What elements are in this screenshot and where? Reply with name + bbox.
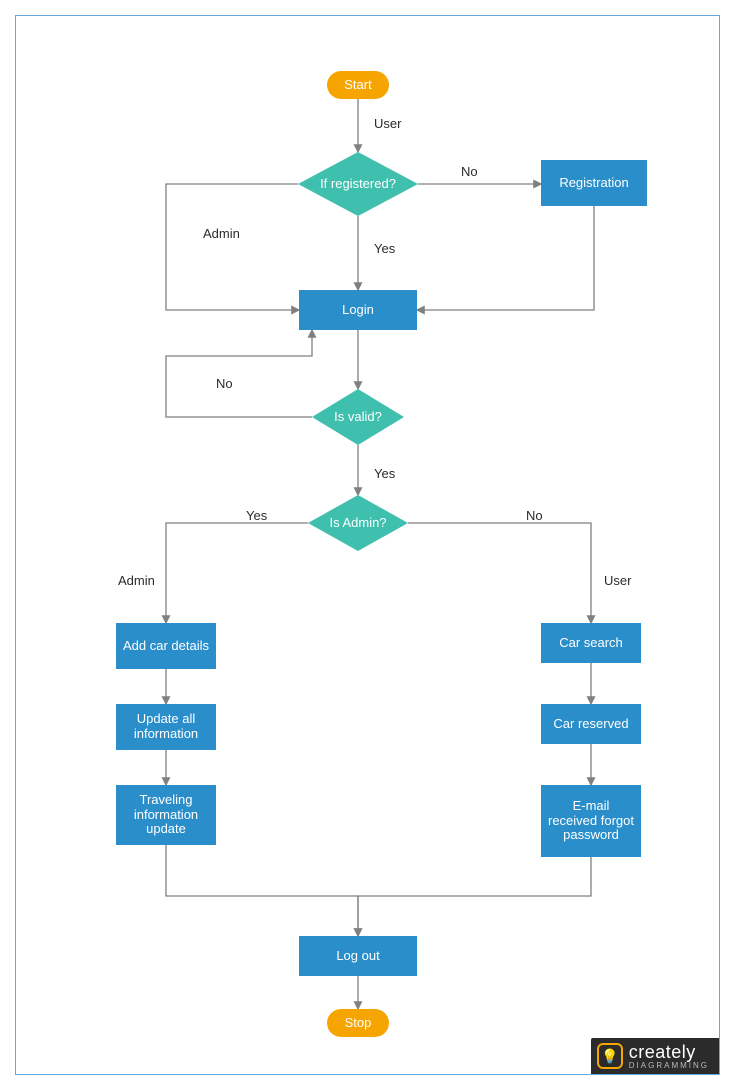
edge-label: User (374, 116, 401, 131)
edge-label: No (526, 508, 543, 523)
edge-label: No (461, 164, 478, 179)
bulb-icon: 💡 (597, 1043, 623, 1069)
diagram-frame: User No Yes Admin No Yes Yes Admin No User Start If… (15, 15, 720, 1075)
node-label-car_reserved: Car reserved (541, 704, 641, 744)
edge-label: No (216, 376, 233, 391)
node-label-is_admin: Is Admin? (308, 495, 408, 551)
branding-text: creately diagramming (629, 1042, 709, 1070)
node-label-stop: Stop (327, 1009, 389, 1037)
node-label-update_all: Update all information (116, 704, 216, 750)
branding-name: creately (629, 1042, 709, 1063)
edge-label: Admin (203, 226, 240, 241)
edge-label: Yes (246, 508, 267, 523)
edge-label: User (604, 573, 631, 588)
node-label-registration: Registration (541, 160, 647, 206)
node-label-add_car: Add car details (116, 623, 216, 669)
node-label-car_search: Car search (541, 623, 641, 663)
node-label-login: Login (299, 290, 417, 330)
node-label-if_reg: If registered? (298, 152, 418, 216)
node-label-start: Start (327, 71, 389, 99)
edge-label: Admin (118, 573, 155, 588)
node-label-email_forgot: E-mail received forgot password (541, 785, 641, 857)
branding-badge: 💡 creately diagramming (591, 1038, 719, 1074)
edge-label: Yes (374, 241, 395, 256)
branding-tagline: diagramming (629, 1061, 709, 1070)
node-label-logout: Log out (299, 936, 417, 976)
node-label-is_valid: Is valid? (312, 389, 404, 445)
node-label-travel_upd: Traveling information update (116, 785, 216, 845)
edge-label: Yes (374, 466, 395, 481)
